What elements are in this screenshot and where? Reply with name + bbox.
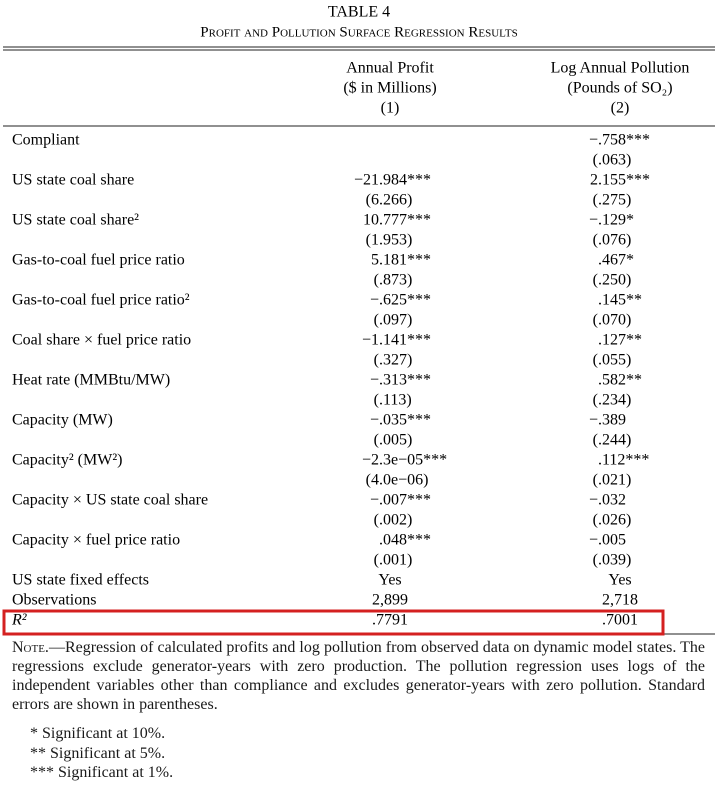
standard-error: (.039) xyxy=(593,552,632,569)
standard-error: (4.0e−06) xyxy=(366,472,429,489)
note: Note.—Regression of calculated profits a… xyxy=(12,638,705,714)
standard-error: (6.266) xyxy=(366,192,413,209)
row-label: Heat rate (MMBtu/MW) xyxy=(12,372,170,389)
column-header: (1) xyxy=(381,100,400,117)
cell-value: −21.984*** xyxy=(354,172,431,189)
row-label: US state fixed effects xyxy=(12,572,149,589)
cell-value: 2,899 xyxy=(372,592,408,609)
table: TABLE 4 Profit and Pollution Surface Reg… xyxy=(2,4,715,636)
footnotes: * Significant at 10%. ** Significant at 5… xyxy=(30,724,173,783)
row-label: Capacity × fuel price ratio xyxy=(12,532,180,549)
standard-error: (.026) xyxy=(593,512,632,529)
cell-value: −.313*** xyxy=(370,372,431,389)
row-label: Capacity × US state coal share xyxy=(12,492,208,509)
highlight-box xyxy=(2,609,665,636)
cell-value: .145** xyxy=(598,292,642,309)
column-header: Log Annual Pollution xyxy=(551,60,690,77)
standard-error: (.055) xyxy=(593,352,632,369)
note-text: —Regression of calculated profits and lo… xyxy=(12,639,705,713)
cell-value: −.032 xyxy=(589,492,626,509)
standard-error: (.873) xyxy=(374,272,413,289)
cell-value: 2.155*** xyxy=(590,172,650,189)
cell-value: −2.3e−05*** xyxy=(362,452,447,469)
cell-value: −.389 xyxy=(589,412,626,429)
cell-value: 10.777*** xyxy=(363,212,431,229)
cell-value: .7791 xyxy=(372,612,408,629)
cell-value: −.625*** xyxy=(370,292,431,309)
cell-value: .112*** xyxy=(598,452,649,469)
cell-value: −.758*** xyxy=(589,132,650,149)
cell-value: −.007*** xyxy=(370,492,431,509)
row-label: Coal share × fuel price ratio xyxy=(12,332,191,349)
row-label: US state coal share² xyxy=(12,212,139,229)
table-subtitle: Profit and Pollution Surface Regression … xyxy=(200,24,517,40)
footnote: * Significant at 10%. xyxy=(30,725,166,742)
cell-value: 5.181*** xyxy=(371,252,431,269)
standard-error: (.063) xyxy=(593,152,632,169)
cell-value: −.129* xyxy=(589,212,634,229)
cell-value: Yes xyxy=(608,572,631,589)
note-label: Note. xyxy=(12,639,49,656)
standard-error: (.327) xyxy=(374,352,413,369)
cell-value: .048*** xyxy=(379,532,431,549)
cell-value: .467* xyxy=(598,252,634,269)
cell-value: 2,718 xyxy=(602,592,638,609)
footnote: *** Significant at 1%. xyxy=(30,764,174,781)
standard-error: (.234) xyxy=(593,392,632,409)
row-label: Capacity (MW) xyxy=(12,412,113,429)
column-header: Annual Profit xyxy=(346,60,434,77)
row-label: R² xyxy=(11,612,28,629)
cell-value: .127** xyxy=(598,332,642,349)
row-label: Observations xyxy=(12,592,96,609)
standard-error: (.076) xyxy=(593,232,632,249)
standard-error: (.250) xyxy=(593,272,632,289)
row-label: US state coal share xyxy=(12,172,134,189)
standard-error: (.244) xyxy=(593,432,632,449)
standard-error: (.021) xyxy=(593,472,632,489)
row-label: Gas-to-coal fuel price ratio² xyxy=(12,292,190,309)
standard-error: (.001) xyxy=(374,552,413,569)
footnote: ** Significant at 5%. xyxy=(30,744,166,762)
cell-value: −.035*** xyxy=(370,412,431,429)
standard-error: (.097) xyxy=(374,312,413,329)
row-label: Capacity² (MW²) xyxy=(12,452,122,469)
standard-error: (.002) xyxy=(374,512,413,529)
standard-error: (.070) xyxy=(593,312,632,329)
cell-value: .582** xyxy=(598,372,642,389)
cell-value: −.005 xyxy=(589,532,626,549)
standard-error: (.275) xyxy=(593,192,632,209)
standard-error: (.005) xyxy=(374,432,413,449)
column-header: ($ in Millions) xyxy=(343,80,436,97)
standard-error: (.113) xyxy=(374,392,412,409)
row-label: Gas-to-coal fuel price ratio xyxy=(12,252,185,269)
column-header: (2) xyxy=(611,100,630,117)
standard-error: (1.953) xyxy=(366,232,413,249)
cell-value: Yes xyxy=(378,572,401,589)
column-header: (Pounds of SO₂) xyxy=(567,80,672,97)
cell-value: .7001 xyxy=(602,612,638,629)
cell-value: −1.141*** xyxy=(362,332,431,349)
table-title: TABLE 4 xyxy=(328,4,390,21)
row-label: Compliant xyxy=(12,132,80,149)
